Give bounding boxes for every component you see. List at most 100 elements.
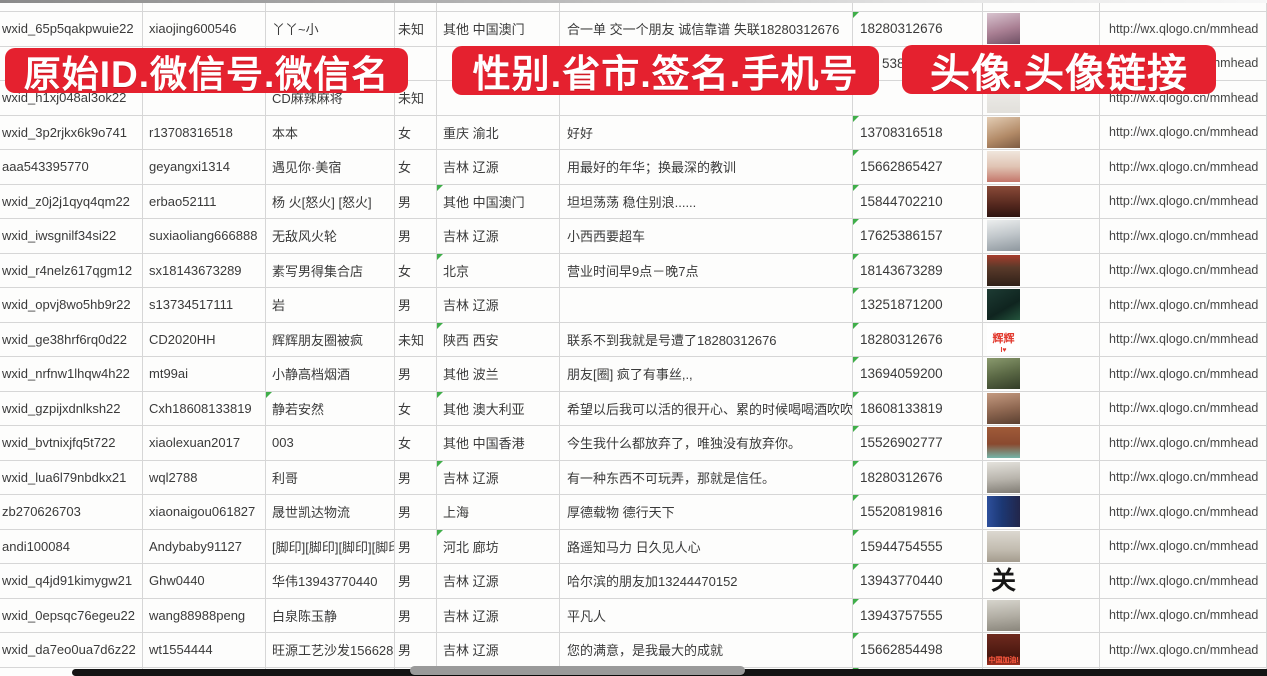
- cell-gender[interactable]: 女: [395, 426, 437, 461]
- cell-avatar-link[interactable]: http://wx.qlogo.cn/mmhead: [1100, 357, 1267, 392]
- cell-wxid[interactable]: wxid_ge38hrf6rq0d22: [0, 322, 143, 357]
- cell-phone[interactable]: 18143673289: [853, 253, 983, 288]
- cell-wechat-id[interactable]: Andybaby91127: [143, 529, 266, 564]
- cell-wechat-name[interactable]: 岩: [266, 288, 395, 323]
- cell-avatar[interactable]: [983, 391, 1100, 426]
- cell-wechat-id[interactable]: xiaonaigou061827: [143, 495, 266, 530]
- cell-wxid[interactable]: wxid_r4nelz617qgm12: [0, 253, 143, 288]
- cell-region[interactable]: 吉林 辽源: [437, 598, 560, 633]
- cell-region[interactable]: 吉林 辽源: [437, 564, 560, 599]
- cell-wechat-id[interactable]: wql2788: [143, 460, 266, 495]
- cell-wechat-name[interactable]: 遇见你·美宿: [266, 150, 395, 185]
- cell-avatar[interactable]: [983, 219, 1100, 254]
- cell-avatar[interactable]: [983, 426, 1100, 461]
- cell-region[interactable]: 重庆 渝北: [437, 115, 560, 150]
- cell-avatar[interactable]: [983, 115, 1100, 150]
- cell-wxid[interactable]: [0, 3, 143, 12]
- cell-avatar[interactable]: [983, 529, 1100, 564]
- cell-gender[interactable]: 未知: [395, 81, 437, 116]
- cell-wechat-id[interactable]: r13708316518: [143, 115, 266, 150]
- cell-avatar[interactable]: [983, 288, 1100, 323]
- cell-phone[interactable]: 13943770440: [853, 564, 983, 599]
- cell-region[interactable]: 其他 波兰: [437, 357, 560, 392]
- cell-gender[interactable]: 女: [395, 115, 437, 150]
- cell-signature[interactable]: 哈尔滨的朋友加13244470152: [560, 564, 853, 599]
- cell-wxid[interactable]: wxid_bvtnixjfq5t722: [0, 426, 143, 461]
- cell-avatar-link[interactable]: http://wx.qlogo.cn/mmhead: [1100, 219, 1267, 254]
- cell-avatar-link[interactable]: http://wx.qlogo.cn/mmhead: [1100, 529, 1267, 564]
- cell-wechat-name[interactable]: 辉辉朋友圈被疯: [266, 322, 395, 357]
- cell-wechat-name[interactable]: CD麻辣麻将: [266, 81, 395, 116]
- cell-gender[interactable]: [395, 46, 437, 81]
- cell-avatar-link[interactable]: http://wx.qlogo.cn/mmhead: [1100, 495, 1267, 530]
- cell-avatar-link[interactable]: http://wx.qlogo.cn/mmhead: [1100, 633, 1267, 668]
- cell-wechat-id[interactable]: Ghw0440: [143, 564, 266, 599]
- cell-phone[interactable]: 15662865427: [853, 150, 983, 185]
- cell-wechat-name[interactable]: 晟世凯达物流: [266, 495, 395, 530]
- cell-wxid[interactable]: wxid_h1xj048al3ok22: [0, 81, 143, 116]
- cell-signature[interactable]: 坦坦荡荡 稳住别浪......: [560, 184, 853, 219]
- cell-region[interactable]: 吉林 辽源: [437, 460, 560, 495]
- cell-avatar[interactable]: 中国加油!: [983, 633, 1100, 668]
- cell-avatar-link[interactable]: http://wx.qlogo.cn/mmhead: [1100, 115, 1267, 150]
- cell-wechat-name[interactable]: 旺源工艺沙发15662854: [266, 633, 395, 668]
- cell-region[interactable]: [437, 81, 560, 116]
- cell-wechat-id[interactable]: Cxh18608133819: [143, 391, 266, 426]
- cell-gender[interactable]: 男: [395, 357, 437, 392]
- cell-wechat-name[interactable]: [脚印][脚印][脚印][脚印: [266, 529, 395, 564]
- cell-phone[interactable]: 18608133819: [853, 391, 983, 426]
- cell-phone[interactable]: 15526902777: [853, 426, 983, 461]
- cell-signature[interactable]: 希望以后我可以活的很开心、累的时候喝喝酒吹吹[: [560, 391, 853, 426]
- cell-wechat-id[interactable]: CD2020HH: [143, 322, 266, 357]
- cell-wechat-id[interactable]: xiaojing600546: [143, 12, 266, 47]
- cell-phone[interactable]: 15520819816: [853, 495, 983, 530]
- cell-wechat-name[interactable]: 素写男得集合店: [266, 253, 395, 288]
- cell-signature[interactable]: 您的满意，是我最大的成就: [560, 633, 853, 668]
- cell-region[interactable]: 其他 澳大利亚: [437, 391, 560, 426]
- cell-wxid[interactable]: andi100084: [0, 529, 143, 564]
- cell-gender[interactable]: 未知: [395, 322, 437, 357]
- cell-signature[interactable]: 小西西要超车: [560, 219, 853, 254]
- cell-region[interactable]: 吉林 辽源: [437, 288, 560, 323]
- cell-wechat-id[interactable]: s13734517111: [143, 288, 266, 323]
- cell-signature[interactable]: 合一单 交一个朋友 诚信靠谱 失联18280312676: [560, 12, 853, 47]
- cell-avatar-link[interactable]: http://wx.qlogo.cn/mmhead: [1100, 391, 1267, 426]
- cell-wxid[interactable]: wxid_z0j2j1qyq4qm22: [0, 184, 143, 219]
- cell-signature[interactable]: 朋友[圈] 疯了有事丝,.,: [560, 357, 853, 392]
- cell-avatar[interactable]: [983, 150, 1100, 185]
- cell-signature[interactable]: 用最好的年华；换最深的教训: [560, 150, 853, 185]
- cell-wechat-name[interactable]: 无敌风火轮: [266, 219, 395, 254]
- cell-gender[interactable]: 男: [395, 529, 437, 564]
- cell-avatar-link[interactable]: http://wx.qlogo.cn/mmhead: [1100, 184, 1267, 219]
- cell-gender[interactable]: 女: [395, 253, 437, 288]
- cell-phone[interactable]: 13694059200: [853, 357, 983, 392]
- horizontal-scrollbar-thumb[interactable]: [410, 666, 745, 675]
- cell-phone[interactable]: 13943757555: [853, 598, 983, 633]
- cell-avatar[interactable]: [983, 253, 1100, 288]
- cell-wxid[interactable]: wxid_lua6l79nbdkx21: [0, 460, 143, 495]
- cell-gender[interactable]: 男: [395, 460, 437, 495]
- cell-wxid[interactable]: wxid_iwsgnilf34si22: [0, 219, 143, 254]
- cell-avatar[interactable]: [983, 12, 1100, 47]
- cell-gender[interactable]: 女: [395, 391, 437, 426]
- cell-phone[interactable]: 18280312676: [853, 460, 983, 495]
- cell-avatar[interactable]: [983, 495, 1100, 530]
- cell-region[interactable]: 吉林 辽源: [437, 633, 560, 668]
- cell-wechat-id[interactable]: [143, 81, 266, 116]
- cell-avatar-link[interactable]: http://wx.qlogo.cn/mmhead: [1100, 426, 1267, 461]
- cell-signature[interactable]: [560, 288, 853, 323]
- cell-gender[interactable]: 男: [395, 564, 437, 599]
- cell-wxid[interactable]: wxid_gzpijxdnlksh22: [0, 391, 143, 426]
- cell-wxid[interactable]: wxid_65p5qakpwuie22: [0, 12, 143, 47]
- cell-wechat-name[interactable]: 利哥: [266, 460, 395, 495]
- cell-gender[interactable]: 男: [395, 633, 437, 668]
- cell-wechat-name[interactable]: 静若安然: [266, 391, 395, 426]
- cell-wechat-id[interactable]: suxiaoliang666888: [143, 219, 266, 254]
- cell-region[interactable]: 上海: [437, 495, 560, 530]
- cell-wechat-name[interactable]: 杨 火[怒火] [怒火]: [266, 184, 395, 219]
- cell-wechat-id[interactable]: wt1554444: [143, 633, 266, 668]
- cell-region[interactable]: 吉林 辽源: [437, 219, 560, 254]
- cell-wxid[interactable]: wxid_nrfnw1lhqw4h22: [0, 357, 143, 392]
- cell-signature[interactable]: 厚德载物 德行天下: [560, 495, 853, 530]
- cell-avatar[interactable]: [983, 357, 1100, 392]
